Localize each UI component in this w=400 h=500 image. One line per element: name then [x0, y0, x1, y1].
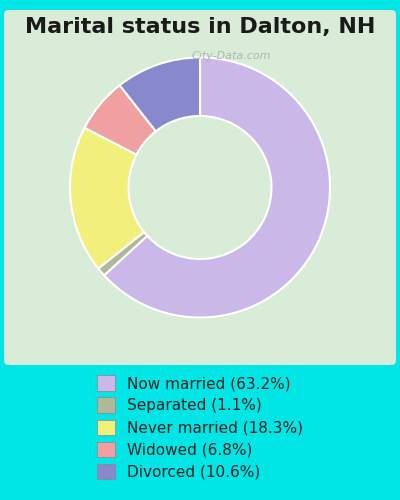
Wedge shape: [84, 86, 156, 154]
Wedge shape: [70, 128, 144, 268]
Wedge shape: [98, 232, 147, 276]
Legend: Now married (63.2%), Separated (1.1%), Never married (18.3%), Widowed (6.8%), Di: Now married (63.2%), Separated (1.1%), N…: [89, 368, 311, 488]
Wedge shape: [120, 58, 200, 132]
Wedge shape: [104, 58, 330, 318]
Text: City-Data.com: City-Data.com: [192, 51, 272, 61]
Text: Marital status in Dalton, NH: Marital status in Dalton, NH: [25, 18, 375, 38]
